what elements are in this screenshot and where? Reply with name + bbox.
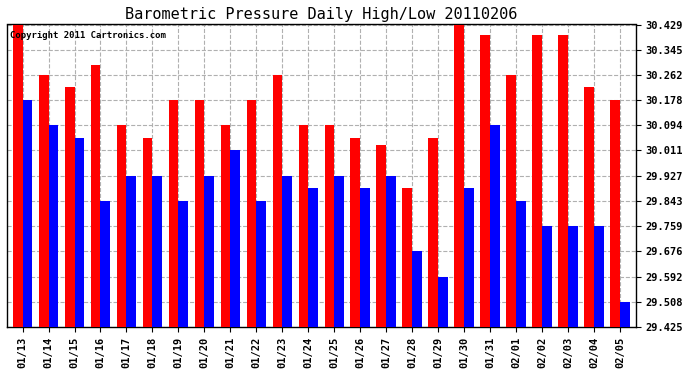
Bar <box>480 35 491 327</box>
Bar <box>594 226 604 327</box>
Bar <box>386 176 396 327</box>
Bar <box>246 100 257 327</box>
Bar <box>90 65 101 327</box>
Bar <box>179 201 188 327</box>
Bar <box>584 87 594 327</box>
Bar <box>65 87 75 327</box>
Bar <box>75 138 84 327</box>
Bar <box>143 138 152 327</box>
Bar <box>533 35 542 327</box>
Bar <box>257 201 266 327</box>
Bar <box>360 189 371 327</box>
Bar <box>438 277 449 327</box>
Text: Copyright 2011 Cartronics.com: Copyright 2011 Cartronics.com <box>10 30 166 39</box>
Bar <box>324 126 335 327</box>
Bar <box>455 24 464 327</box>
Bar <box>558 35 569 327</box>
Bar <box>204 176 215 327</box>
Bar <box>402 189 413 327</box>
Bar <box>273 75 282 327</box>
Bar <box>152 176 162 327</box>
Bar <box>335 176 344 327</box>
Bar <box>620 302 630 327</box>
Bar <box>351 138 360 327</box>
Bar <box>12 24 23 327</box>
Bar <box>464 189 474 327</box>
Bar <box>428 138 438 327</box>
Bar <box>413 252 422 327</box>
Bar <box>516 201 526 327</box>
Bar <box>230 150 240 327</box>
Bar <box>39 75 48 327</box>
Bar <box>117 126 126 327</box>
Bar <box>282 176 293 327</box>
Bar <box>569 226 578 327</box>
Bar <box>506 75 516 327</box>
Bar <box>377 145 386 327</box>
Bar <box>611 100 620 327</box>
Bar <box>101 201 110 327</box>
Bar <box>542 226 552 327</box>
Bar <box>126 176 137 327</box>
Bar <box>308 189 318 327</box>
Title: Barometric Pressure Daily High/Low 20110206: Barometric Pressure Daily High/Low 20110… <box>125 7 518 22</box>
Bar <box>48 126 59 327</box>
Bar <box>299 126 308 327</box>
Bar <box>195 100 204 327</box>
Bar <box>23 100 32 327</box>
Bar <box>221 126 230 327</box>
Bar <box>168 100 179 327</box>
Bar <box>491 126 500 327</box>
